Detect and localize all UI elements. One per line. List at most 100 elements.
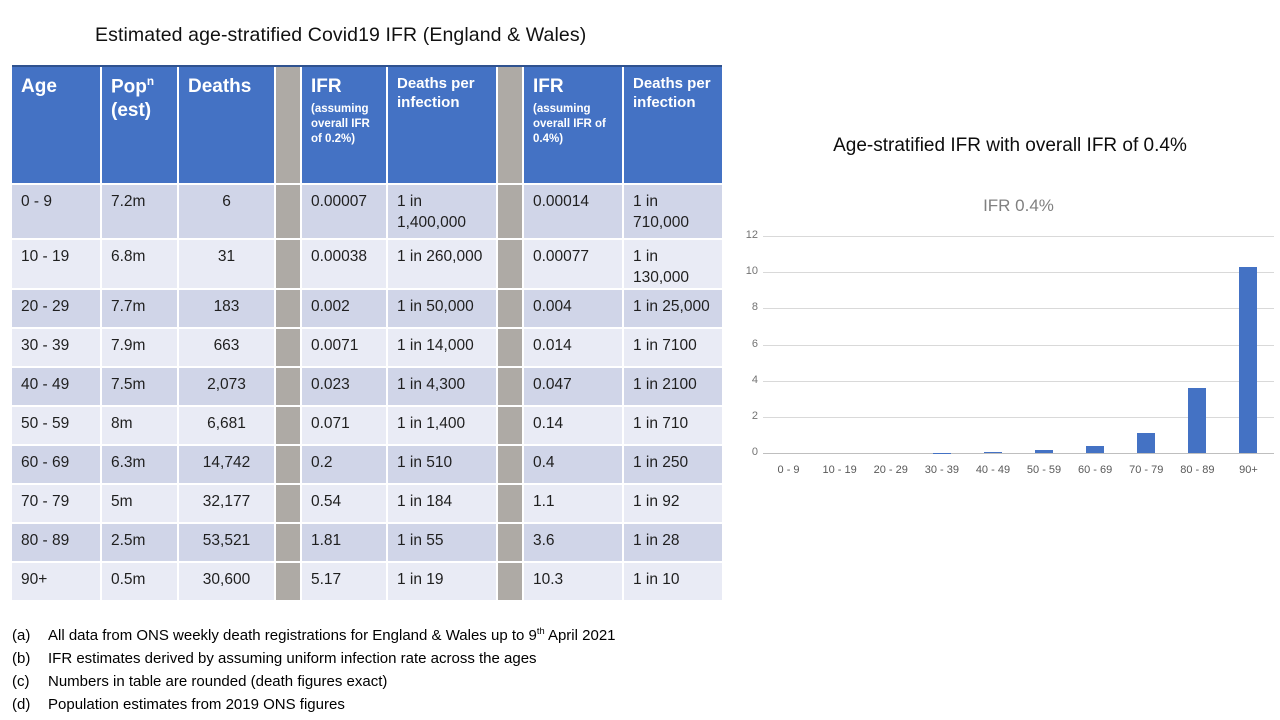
bar-50-59 <box>1035 450 1054 453</box>
pop-cell: 7.2m <box>102 185 177 238</box>
footnote-text-after: April 2021 <box>544 627 616 644</box>
y-axis-tick-label: 10 <box>745 265 758 278</box>
gridline <box>763 308 1274 310</box>
footnote: (b) IFR estimates derived by assuming uni… <box>12 647 616 670</box>
x-axis-tick-label: 30 - 39 <box>924 464 959 476</box>
deaths-cell: 183 <box>179 290 274 327</box>
dpi02-cell: 1 in 510 <box>388 446 496 483</box>
header-ifr-02-sub: (assuming overall IFR of 0.2%) <box>311 102 370 145</box>
pop-cell: 8m <box>102 407 177 444</box>
page-title: Estimated age-stratified Covid19 IFR (En… <box>95 24 587 46</box>
age-cell: 50 - 59 <box>12 407 100 444</box>
ifr04-cell: 0.14 <box>524 407 622 444</box>
ifr02-cell: 0.00038 <box>302 240 386 288</box>
separator-column <box>276 67 300 183</box>
separator-column <box>276 446 300 483</box>
bar-60-69 <box>1086 445 1105 453</box>
header-pop-base: Pop <box>111 76 147 98</box>
x-axis-tick-label: 60 - 69 <box>1078 464 1113 476</box>
ifr04-cell: 10.3 <box>524 563 622 600</box>
dpi02-cell: 1 in 14,000 <box>388 329 496 366</box>
ifr02-cell: 0.00007 <box>302 185 386 238</box>
separator-column <box>276 407 300 444</box>
dpi04-cell: 1 in 28 <box>624 524 722 561</box>
chart-title: IFR 0.4% <box>983 196 1054 215</box>
header-dpi-02: Deaths per infection <box>388 67 496 183</box>
ifr02-cell: 1.81 <box>302 524 386 561</box>
footnote: (a) All data from ONS weekly death regist… <box>12 620 616 647</box>
x-axis-tick-label: 70 - 79 <box>1129 464 1164 476</box>
dpi04-cell: 1 in 92 <box>624 485 722 522</box>
separator-column <box>498 185 522 238</box>
footnote-text: Population estimates from 2019 ONS figur… <box>48 696 345 713</box>
dpi02-cell: 1 in 1,400 <box>388 407 496 444</box>
footnote-text: All data from ONS weekly death registrat… <box>48 627 537 644</box>
header-dpi-04: Deaths per infection <box>624 67 722 183</box>
age-cell: 30 - 39 <box>12 329 100 366</box>
dpi02-cell: 1 in 50,000 <box>388 290 496 327</box>
header-pop-line2: (est) <box>111 100 152 122</box>
ifr02-cell: 5.17 <box>302 563 386 600</box>
bar-80-89 <box>1188 387 1207 453</box>
separator-column <box>276 368 300 405</box>
pop-cell: 5m <box>102 485 177 522</box>
header-ifr-04: IFR (assuming overall IFR of 0.4%) <box>524 67 622 183</box>
dpi04-cell: 1 in 710 <box>624 407 722 444</box>
x-axis-tick-label: 0 - 9 <box>777 464 800 476</box>
age-cell: 60 - 69 <box>12 446 100 483</box>
ifr02-cell: 0.0071 <box>302 329 386 366</box>
footnote: (c) Numbers in table are rounded (death f… <box>12 670 616 693</box>
separator-column <box>498 240 522 288</box>
age-cell: 10 - 19 <box>12 240 100 288</box>
dpi04-cell: 1 in 25,000 <box>624 290 722 327</box>
gridline <box>763 272 1274 274</box>
age-cell: 40 - 49 <box>12 368 100 405</box>
header-age: Age <box>12 67 100 183</box>
chart-heading: Age-stratified IFR with overall IFR of 0… <box>833 135 1187 156</box>
dpi02-cell: 1 in 1,400,000 <box>388 185 496 238</box>
ifr02-cell: 0.071 <box>302 407 386 444</box>
header-ifr-04-main: IFR <box>533 76 564 97</box>
pop-cell: 7.5m <box>102 368 177 405</box>
deaths-cell: 30,600 <box>179 563 274 600</box>
separator-column <box>498 524 522 561</box>
age-cell: 20 - 29 <box>12 290 100 327</box>
header-pop-sup: n <box>146 75 155 88</box>
x-axis-tick-label: 20 - 29 <box>873 464 908 476</box>
deaths-cell: 2,073 <box>179 368 274 405</box>
y-axis-tick-label: 0 <box>751 446 758 458</box>
dpi02-cell: 1 in 4,300 <box>388 368 496 405</box>
ifr04-cell: 0.014 <box>524 329 622 366</box>
y-axis-tick-label: 2 <box>751 409 758 422</box>
footnote-label: (d) <box>12 696 31 713</box>
dpi04-cell: 1 in 10 <box>624 563 722 600</box>
separator-column <box>276 329 300 366</box>
deaths-cell: 14,742 <box>179 446 274 483</box>
separator-column <box>498 329 522 366</box>
footnote-label: (c) <box>12 673 30 690</box>
separator-column <box>498 290 522 327</box>
separator-column <box>276 524 300 561</box>
deaths-cell: 53,521 <box>179 524 274 561</box>
deaths-cell: 32,177 <box>179 485 274 522</box>
y-axis-tick-label: 4 <box>751 373 758 386</box>
ifr04-cell: 0.4 <box>524 446 622 483</box>
x-axis-tick-label: 80 - 89 <box>1180 464 1215 476</box>
ifr02-cell: 0.2 <box>302 446 386 483</box>
ifr04-cell: 0.004 <box>524 290 622 327</box>
y-axis-tick-label: 8 <box>751 301 758 314</box>
dpi02-cell: 1 in 55 <box>388 524 496 561</box>
pop-cell: 7.7m <box>102 290 177 327</box>
separator-column <box>498 67 522 183</box>
y-axis-tick-label: 12 <box>745 229 758 241</box>
separator-column <box>498 563 522 600</box>
deaths-cell: 663 <box>179 329 274 366</box>
deaths-cell: 31 <box>179 240 274 288</box>
ifr04-cell: 1.1 <box>524 485 622 522</box>
y-axis-tick-label: 6 <box>751 337 758 350</box>
header-pop: Popn (est) <box>102 67 177 183</box>
ifr04-cell: 0.047 <box>524 368 622 405</box>
dpi02-cell: 1 in 184 <box>388 485 496 522</box>
gridline <box>763 380 1274 382</box>
bar-90+ <box>1239 266 1258 453</box>
